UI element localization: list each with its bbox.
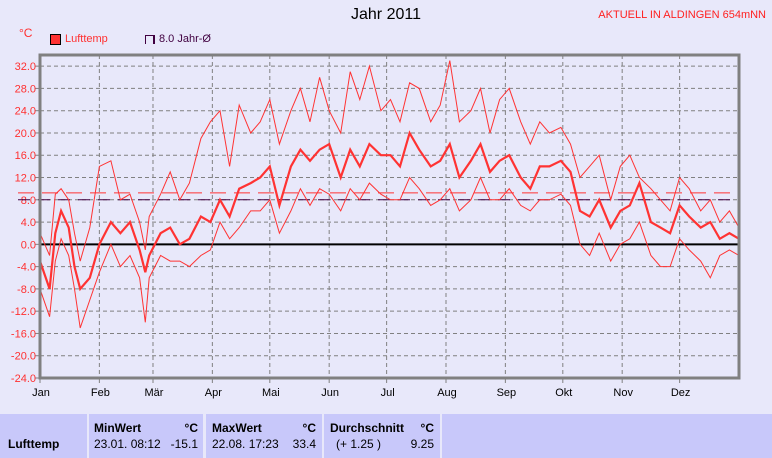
chart-title: Jahr 2011 [351,6,421,23]
x-tick-label: Mai [262,387,280,399]
y-tick-label: 16.0 [15,150,36,162]
y-tick-label: -4.0 [17,262,36,274]
x-tick-label: Apr [205,387,222,399]
avg-value: 9.25 [410,437,434,451]
x-tick-label: Mär [145,387,164,399]
stats-table: Lufttemp MinWert °C 23.01. 08:12 -15.1 M… [0,414,772,458]
y-tick-label: -12.0 [11,306,36,318]
row-label: Lufttemp [8,437,60,451]
min-unit: °C [184,421,198,435]
empty-cell [442,414,772,458]
y-tick-label: -8.0 [17,284,36,296]
avg-header: Durchschnitt [330,421,405,435]
row-label-cell: Lufttemp [0,414,87,458]
station-label: AKTUELL IN ALDINGEN 654mNN [598,9,766,21]
y-tick-label: -20.0 [11,351,36,363]
x-tick-label: Nov [613,387,633,399]
max-value: 33.4 [292,437,316,451]
x-tick-label: Dez [671,387,691,399]
series-line-min [39,176,740,329]
y-tick-label: 28.0 [15,83,36,95]
series-line-max [39,60,740,262]
x-tick-label: Aug [437,387,457,399]
avg-delta: (+ 1.25 ) [336,437,382,451]
avg-cell: Durchschnitt °C (+ 1.25 ) 9.25 [324,414,440,458]
legend-label: Lufttemp [65,33,108,45]
plot-frame [38,53,741,380]
legend-label: 8.0 Jahr-Ø [159,33,211,45]
y-tick-label: 4.0 [21,217,36,229]
max-cell: MaxWert °C 22.08. 17:23 33.4 [206,414,322,458]
legend-swatch-icon [50,33,61,45]
y-tick-label: 8.0 [21,195,36,207]
max-header: MaxWert [212,421,262,435]
temperature-chart: 32.0 28.0 24.0 20.0 16.0 12.0 8.0 4.0 0.0 -4.0 -8.… [11,53,741,399]
min-value: -15.1 [170,437,198,451]
max-unit: °C [302,421,316,435]
legend-swatch-icon [145,34,155,44]
legend-jahr-avg: 8.0 Jahr-Ø [145,33,211,45]
x-tick-label: Sep [497,387,517,399]
y-tick-label: 32.0 [15,61,36,73]
x-tick-label: Feb [91,387,110,399]
min-cell: MinWert °C 23.01. 08:12 -15.1 [89,414,203,458]
y-tick-label: -24.0 [11,373,36,385]
series-line-mean [38,130,740,292]
y-axis-unit: °C [19,26,33,40]
avg-unit: °C [420,421,434,435]
min-header: MinWert [94,421,142,435]
x-tick-label: Okt [555,387,572,399]
x-tick-label: Jul [381,387,395,399]
min-date: 23.01. 08:12 [94,437,161,451]
y-tick-label: -16.0 [11,328,36,340]
y-tick-label: 12.0 [15,173,36,185]
y-tick-label: 0.0 [21,239,36,251]
y-tick-label: 20.0 [15,128,36,140]
x-tick-label: Jan [32,387,50,399]
x-tick-label: Jun [321,387,339,399]
max-date: 22.08. 17:23 [212,437,279,451]
y-tick-label: 24.0 [15,106,36,118]
legend-lufttemp: Lufttemp [50,33,108,45]
